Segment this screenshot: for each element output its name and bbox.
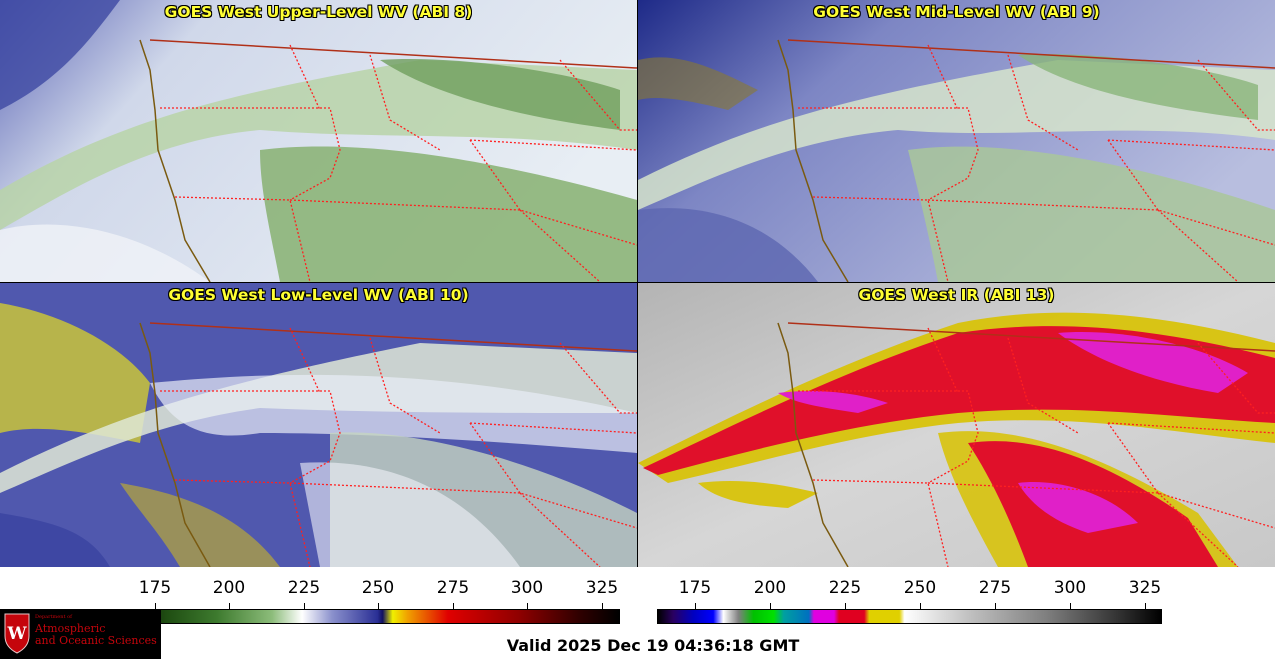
wv-tick-label: 300 [510, 578, 544, 598]
wv-colorbar-gradient [115, 609, 620, 624]
low-level-wv-image [0, 283, 637, 567]
ir-tick-mark [695, 603, 696, 609]
wv-tick-mark [378, 603, 379, 609]
ir-colorbar: 175 200 225 250 275 300 325 [638, 567, 1275, 627]
ir-tick-label: 200 [753, 578, 787, 598]
panel-divider-vertical [637, 0, 638, 567]
wv-tick-mark [155, 603, 156, 609]
wv-tick-mark [527, 603, 528, 609]
ir-image [638, 283, 1275, 567]
uw-crest-icon: W [4, 613, 30, 654]
wv-tick-mark [229, 603, 230, 609]
logo-line-2: and Oceanic Sciences [35, 634, 157, 647]
ir-tick-mark [845, 603, 846, 609]
upper-level-wv-panel: GOES West Upper-Level WV (ABI 8) [0, 0, 637, 282]
upper-level-wv-image [0, 0, 637, 282]
ir-tick-label: 250 [903, 578, 937, 598]
mid-level-wv-image [638, 0, 1275, 282]
ir-panel: GOES West IR (ABI 13) [638, 283, 1275, 567]
wv-tick-label: 275 [436, 578, 470, 598]
panel-divider-horizontal [0, 282, 1275, 283]
wv-tick-mark [304, 603, 305, 609]
wv-tick-mark [602, 603, 603, 609]
ir-tick-label: 175 [678, 578, 712, 598]
wv-tick-label: 325 [585, 578, 619, 598]
ir-tick-label: 325 [1128, 578, 1162, 598]
logo-name: Atmospheric and Oceanic Sciences [35, 623, 157, 647]
ir-tick-label: 275 [978, 578, 1012, 598]
ir-tick-mark [995, 603, 996, 609]
ir-colorbar-gradient [657, 609, 1162, 624]
valid-time-label: Valid 2025 Dec 19 04:36:18 GMT [506, 636, 800, 655]
mid-level-wv-panel: GOES West Mid-Level WV (ABI 9) [638, 0, 1275, 282]
logo-line-1: Atmospheric [35, 622, 106, 635]
ir-tick-mark [1070, 603, 1071, 609]
logo-dept-label: Department of [35, 614, 72, 620]
ir-tick-mark [920, 603, 921, 609]
ir-tick-label: 225 [828, 578, 862, 598]
wv-tick-label: 250 [361, 578, 395, 598]
wv-colorbar: 175 200 225 250 275 300 325 [0, 567, 637, 627]
low-level-wv-panel: GOES West Low-Level WV (ABI 10) [0, 283, 637, 567]
wv-tick-label: 200 [212, 578, 246, 598]
ir-tick-label: 300 [1053, 578, 1087, 598]
wv-tick-label: 175 [138, 578, 172, 598]
wv-tick-mark [453, 603, 454, 609]
ir-tick-mark [1145, 603, 1146, 609]
ir-tick-mark [770, 603, 771, 609]
svg-text:W: W [6, 624, 27, 644]
wv-tick-label: 225 [287, 578, 321, 598]
aos-logo: W Department of Atmospheric and Oceanic … [0, 609, 161, 659]
